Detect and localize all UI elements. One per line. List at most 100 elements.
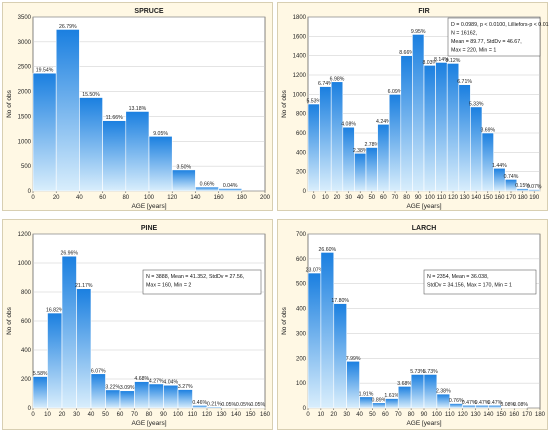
x-tick-label: 50 <box>369 412 376 418</box>
bar-percent-label: 26.79% <box>59 24 77 30</box>
bar-percent-label: 26.60% <box>319 247 337 253</box>
stats-line: Max = 220, Min = 1 <box>451 48 496 54</box>
histogram-bar <box>410 374 425 409</box>
x-tick-label: 160 <box>509 412 520 418</box>
bar-percent-label: 3.50% <box>176 164 191 170</box>
histogram-bar <box>346 360 360 409</box>
x-tick-label: 50 <box>368 195 375 201</box>
histogram-bar <box>359 396 373 409</box>
x-tick-label: 100 <box>144 195 155 201</box>
histogram-bar <box>171 169 196 192</box>
bar-percent-label: 19.54% <box>36 68 54 74</box>
histogram-bar <box>79 97 103 192</box>
y-tick-label: 1200 <box>18 232 32 238</box>
x-tick-label: 180 <box>237 195 248 201</box>
bar-percent-label: 2.38% <box>436 389 451 395</box>
histogram-bar <box>330 81 344 192</box>
bar-percent-label: 1.91% <box>359 391 374 397</box>
chart-title: SPRUCE <box>134 8 164 15</box>
stats-box <box>142 269 262 295</box>
chart-title: FIR <box>418 8 429 15</box>
bar-percent-label: 2.78% <box>364 142 379 148</box>
histogram-bar <box>435 62 448 192</box>
x-tick-label: 100 <box>173 412 184 418</box>
bar-percent-label: 3.68% <box>397 381 412 387</box>
x-tick-label: 70 <box>395 412 402 418</box>
stats-line: D = 0.0989, p < 0.0100, Lilliefors-p < 0… <box>451 22 549 28</box>
histogram-bar <box>319 86 332 192</box>
histogram-bar <box>377 124 390 192</box>
bar-percent-label: 7.99% <box>346 356 361 362</box>
histogram-bar <box>372 402 386 409</box>
x-tick-label: 130 <box>471 412 482 418</box>
larch-histogram-panel: 0 100 200 300 400 500 600 700 0 10 20 30 40 50 60 70 80 9… <box>277 219 548 430</box>
y-tick-label: 600 <box>21 319 32 325</box>
bar-percent-label: 6.71% <box>457 79 472 85</box>
x-tick-label: 180 <box>535 412 546 418</box>
larch-chart-svg: 0 100 200 300 400 500 600 700 0 10 20 30 40 50 60 70 80 9… <box>281 225 546 427</box>
x-tick-label: 30 <box>73 412 80 418</box>
x-tick-label: 170 <box>506 195 517 201</box>
bar-percent-label: 3.27% <box>178 384 193 390</box>
histogram-bar <box>32 376 48 409</box>
chart-title: PINE <box>141 225 158 232</box>
y-tick-label: 800 <box>296 112 307 118</box>
bar-percent-label: 6.09% <box>388 89 403 95</box>
histogram-bar <box>76 288 92 409</box>
histogram-bar <box>90 373 106 409</box>
y-tick-label: 500 <box>296 282 307 288</box>
fir-chart-svg: 0 200 400 600 800 1000 1200 1400 1600 1800 0 10 20 30… <box>281 8 549 210</box>
bar-percent-label: 9.95% <box>411 29 426 35</box>
bar-percent-label: 8.66% <box>399 50 414 56</box>
histogram-bar <box>148 136 173 192</box>
fir-histogram-panel: 0 200 400 600 800 1000 1200 1400 1600 1800 0 10 20 30… <box>277 2 549 211</box>
bar-percent-label: 0.66% <box>200 182 215 188</box>
x-tick-label: 130 <box>460 195 471 201</box>
y-tick-label: 200 <box>21 377 32 383</box>
x-tick-label: 0 <box>306 412 310 418</box>
histogram-bar <box>365 147 378 192</box>
x-tick-label: 40 <box>357 195 364 201</box>
x-tick-label: 30 <box>343 412 350 418</box>
histogram-bar <box>412 34 425 192</box>
y-tick-label: 2000 <box>18 90 32 96</box>
y-tick-label: 500 <box>21 164 32 170</box>
bar-percent-label: 0.47% <box>475 400 490 406</box>
x-tick-label: 10 <box>318 412 325 418</box>
x-tick-label: 140 <box>190 195 201 201</box>
histogram-bar <box>423 374 438 409</box>
stats-line: StdDv = 34.156, Max = 170, Min = 1 <box>427 283 512 289</box>
bar-percent-label: 0.08% <box>513 402 528 408</box>
histogram-bar <box>397 386 412 409</box>
y-tick-label: 3500 <box>18 15 32 21</box>
x-tick-label: 80 <box>403 195 410 201</box>
histogram-bar <box>423 65 436 192</box>
x-tick-label: 90 <box>421 412 428 418</box>
x-tick-label: 110 <box>188 412 198 418</box>
y-tick-label: 0 <box>303 189 307 195</box>
histogram-bar <box>388 94 402 192</box>
stats-line: N = 16162, <box>451 31 477 37</box>
x-tick-label: 80 <box>146 412 153 418</box>
x-tick-label: 100 <box>432 412 443 418</box>
bar-percent-label: 0.08% <box>500 402 515 408</box>
bar-percent-label: 5.58% <box>33 371 48 377</box>
y-tick-label: 1200 <box>293 73 307 79</box>
stats-line: Mean = 89.77, StdDv = 46.67, <box>451 39 522 45</box>
bar-percent-label: 1.61% <box>384 393 399 399</box>
y-tick-label: 1400 <box>293 54 307 60</box>
histogram-bar <box>163 384 179 409</box>
y-tick-label: 0 <box>303 406 307 412</box>
histogram-bar <box>125 111 150 192</box>
y-axis-label: No of obs <box>6 89 13 118</box>
x-tick-label: 130 <box>216 412 227 418</box>
x-tick-label: 140 <box>483 412 494 418</box>
x-tick-label: 40 <box>76 195 83 201</box>
bar-percent-label: 8.12% <box>446 58 461 64</box>
stats-line: N = 3888, Mean = 41.352, StdDv = 27.56, <box>146 274 244 280</box>
x-axis-label: AGE [years] <box>131 420 166 427</box>
y-tick-label: 1500 <box>18 114 32 120</box>
histogram-bar <box>385 398 399 409</box>
y-tick-label: 2500 <box>18 65 32 71</box>
y-tick-label: 100 <box>296 381 307 387</box>
